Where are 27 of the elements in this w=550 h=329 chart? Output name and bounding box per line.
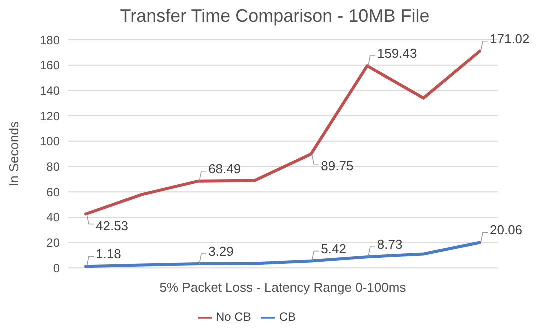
y-tick-label: 0 — [53, 261, 60, 276]
data-label: 5.42 — [321, 241, 346, 256]
y-tick-label: 140 — [40, 84, 60, 98]
y-tick-label: 80 — [46, 160, 60, 174]
data-label: 3.29 — [208, 244, 234, 259]
data-label: 42.53 — [96, 218, 129, 234]
legend-label: No CB — [216, 310, 252, 324]
data-label: 68.49 — [208, 161, 242, 176]
x-axis-title: 5% Packet Loss - Latency Range 0-100ms — [160, 280, 407, 296]
y-axis-title: In Seconds — [6, 121, 22, 187]
data-label: 89.75 — [321, 158, 354, 174]
line-series — [84, 241, 482, 268]
y-tick-label: 20 — [46, 236, 60, 250]
data-label: 20.06 — [490, 222, 523, 238]
legend-label: CB — [279, 310, 296, 324]
line-series — [84, 50, 482, 216]
y-tick-label: 120 — [40, 109, 60, 124]
chart-title: Transfer Time Comparison - 10MB File — [119, 5, 431, 28]
data-label: 171.02 — [490, 31, 530, 46]
y-tick-label: 160 — [40, 58, 60, 73]
y-tick-label: 60 — [46, 185, 60, 200]
y-tick-label: 40 — [46, 210, 60, 225]
data-label: 8.73 — [377, 237, 403, 252]
y-tick-label: 100 — [40, 134, 60, 149]
y-tick-label: 180 — [40, 33, 60, 48]
data-label: 159.43 — [377, 46, 418, 62]
data-label: 1.18 — [96, 246, 122, 262]
